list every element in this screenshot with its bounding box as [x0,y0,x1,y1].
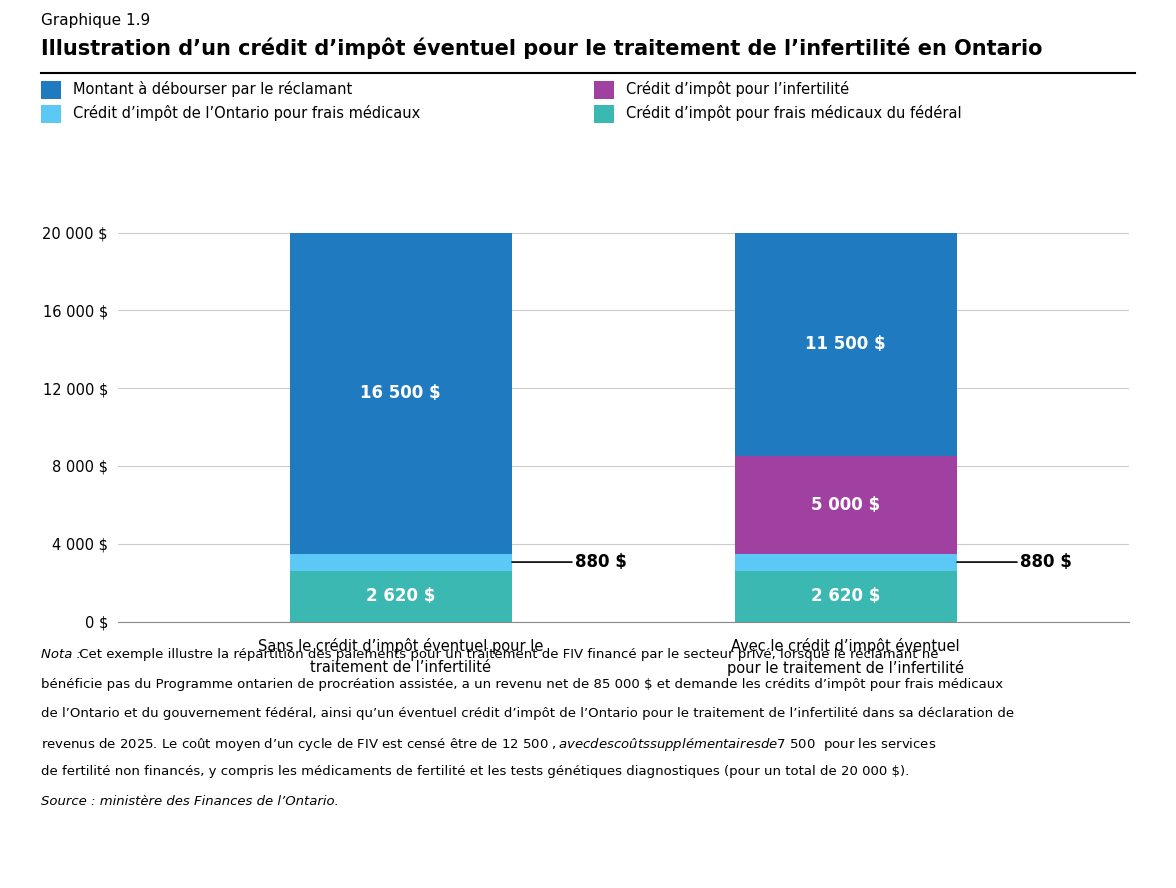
Text: de l’Ontario et du gouvernement fédéral, ainsi qu’un éventuel crédit d’impôt de : de l’Ontario et du gouvernement fédéral,… [41,707,1014,720]
Bar [289,233,512,553]
Text: revenus de 2025. Le coût moyen d’un cycle de FIV est censé être de 12 500 $, ave: revenus de 2025. Le coût moyen d’un cycl… [41,736,936,753]
Text: Source : ministère des Finances de l’Ontario.: Source : ministère des Finances de l’Ont… [41,795,339,808]
Text: 2 620 $: 2 620 $ [811,587,881,605]
Bar [735,456,957,553]
Bar [289,571,512,622]
Text: Montant à débourser par le réclamant: Montant à débourser par le réclamant [73,81,352,97]
Text: 880 $: 880 $ [957,553,1071,571]
Text: 880 $: 880 $ [512,553,627,571]
Text: Nota :: Nota : [41,648,81,662]
Text: 16 500 $: 16 500 $ [361,384,441,402]
Text: bénéficie pas du Programme ontarien de procréation assistée, a un revenu net de : bénéficie pas du Programme ontarien de p… [41,678,1003,691]
Text: 5 000 $: 5 000 $ [811,496,881,514]
Bar [289,553,512,571]
Text: Crédit d’impôt pour frais médicaux du fédéral: Crédit d’impôt pour frais médicaux du fé… [626,105,961,121]
Bar [735,233,957,456]
Text: 11 500 $: 11 500 $ [806,336,886,353]
Bar [735,553,957,571]
Text: Crédit d’impôt de l’Ontario pour frais médicaux: Crédit d’impôt de l’Ontario pour frais m… [73,105,420,121]
Text: Illustration d’un crédit d’impôt éventuel pour le traitement de l’infertilité en: Illustration d’un crédit d’impôt éventue… [41,37,1043,59]
Text: Cet exemple illustre la répartition des paiements pour un traitement de FIV fina: Cet exemple illustre la répartition des … [75,648,938,662]
Text: Crédit d’impôt pour l’infertilité: Crédit d’impôt pour l’infertilité [626,81,849,97]
Text: Graphique 1.9: Graphique 1.9 [41,13,151,28]
Text: de fertilité non financés, y compris les médicaments de fertilité et les tests g: de fertilité non financés, y compris les… [41,765,909,779]
Text: 2 620 $: 2 620 $ [366,587,435,605]
Bar [735,571,957,622]
